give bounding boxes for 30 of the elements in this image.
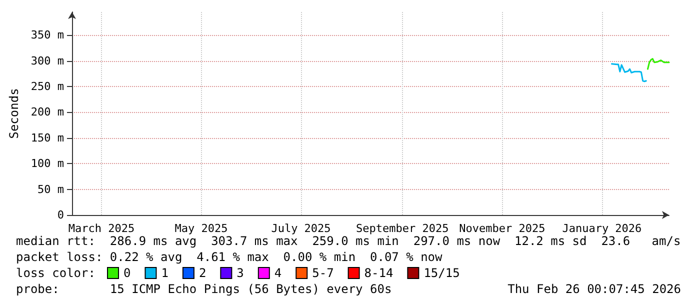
x-tick-label: July 2025: [271, 222, 331, 235]
y-tick-label: 200 m: [30, 106, 64, 119]
y-tick-label: 50 m: [38, 182, 64, 196]
x-tick-label: September 2025: [356, 222, 449, 235]
y-tick-label: 150 m: [30, 131, 64, 144]
legend-title: loss color:: [16, 266, 96, 280]
legend-label: 3: [236, 266, 244, 280]
legend-label: 5-7: [312, 266, 334, 280]
legend-label: 0: [124, 266, 131, 280]
legend-label: 8-14: [364, 266, 394, 280]
x-tick-label: March 2025: [68, 222, 135, 235]
line-series: [611, 63, 647, 82]
text: median rtt: 286.9 ms avg 303.7 ms max 259.0 ms min 297.0 ms now 12.2 ms sd 23.6 am/s: [16, 234, 681, 248]
y-tick-label: 0: [57, 208, 64, 222]
y-tick-label: 350 m: [30, 28, 64, 42]
legend-label: 15/15: [424, 266, 460, 280]
y-axis-title: Seconds: [7, 88, 21, 139]
text: packet loss: 0.22 % avg 4.61 % max 0.00 % min 0.07 % now: [16, 250, 444, 264]
text: Thu Feb 26 00:07:45 2026: [508, 282, 681, 296]
x-tick-label: January 2026: [562, 222, 642, 235]
x-tick-label: November 2025: [459, 222, 546, 235]
y-tick-label: 300 m: [30, 54, 64, 68]
line-series: [646, 58, 670, 70]
legend-label: 4: [274, 266, 282, 280]
text: probe: 15 ICMP Echo Pings (56 Bytes) every 60s: [16, 282, 392, 296]
y-tick-label: 100 m: [30, 157, 64, 170]
legend-label: 2: [198, 266, 206, 280]
x-tick-label: May 2025: [174, 222, 228, 235]
legend-label: 1: [161, 266, 168, 280]
y-tick-label: 250 m: [30, 80, 64, 94]
